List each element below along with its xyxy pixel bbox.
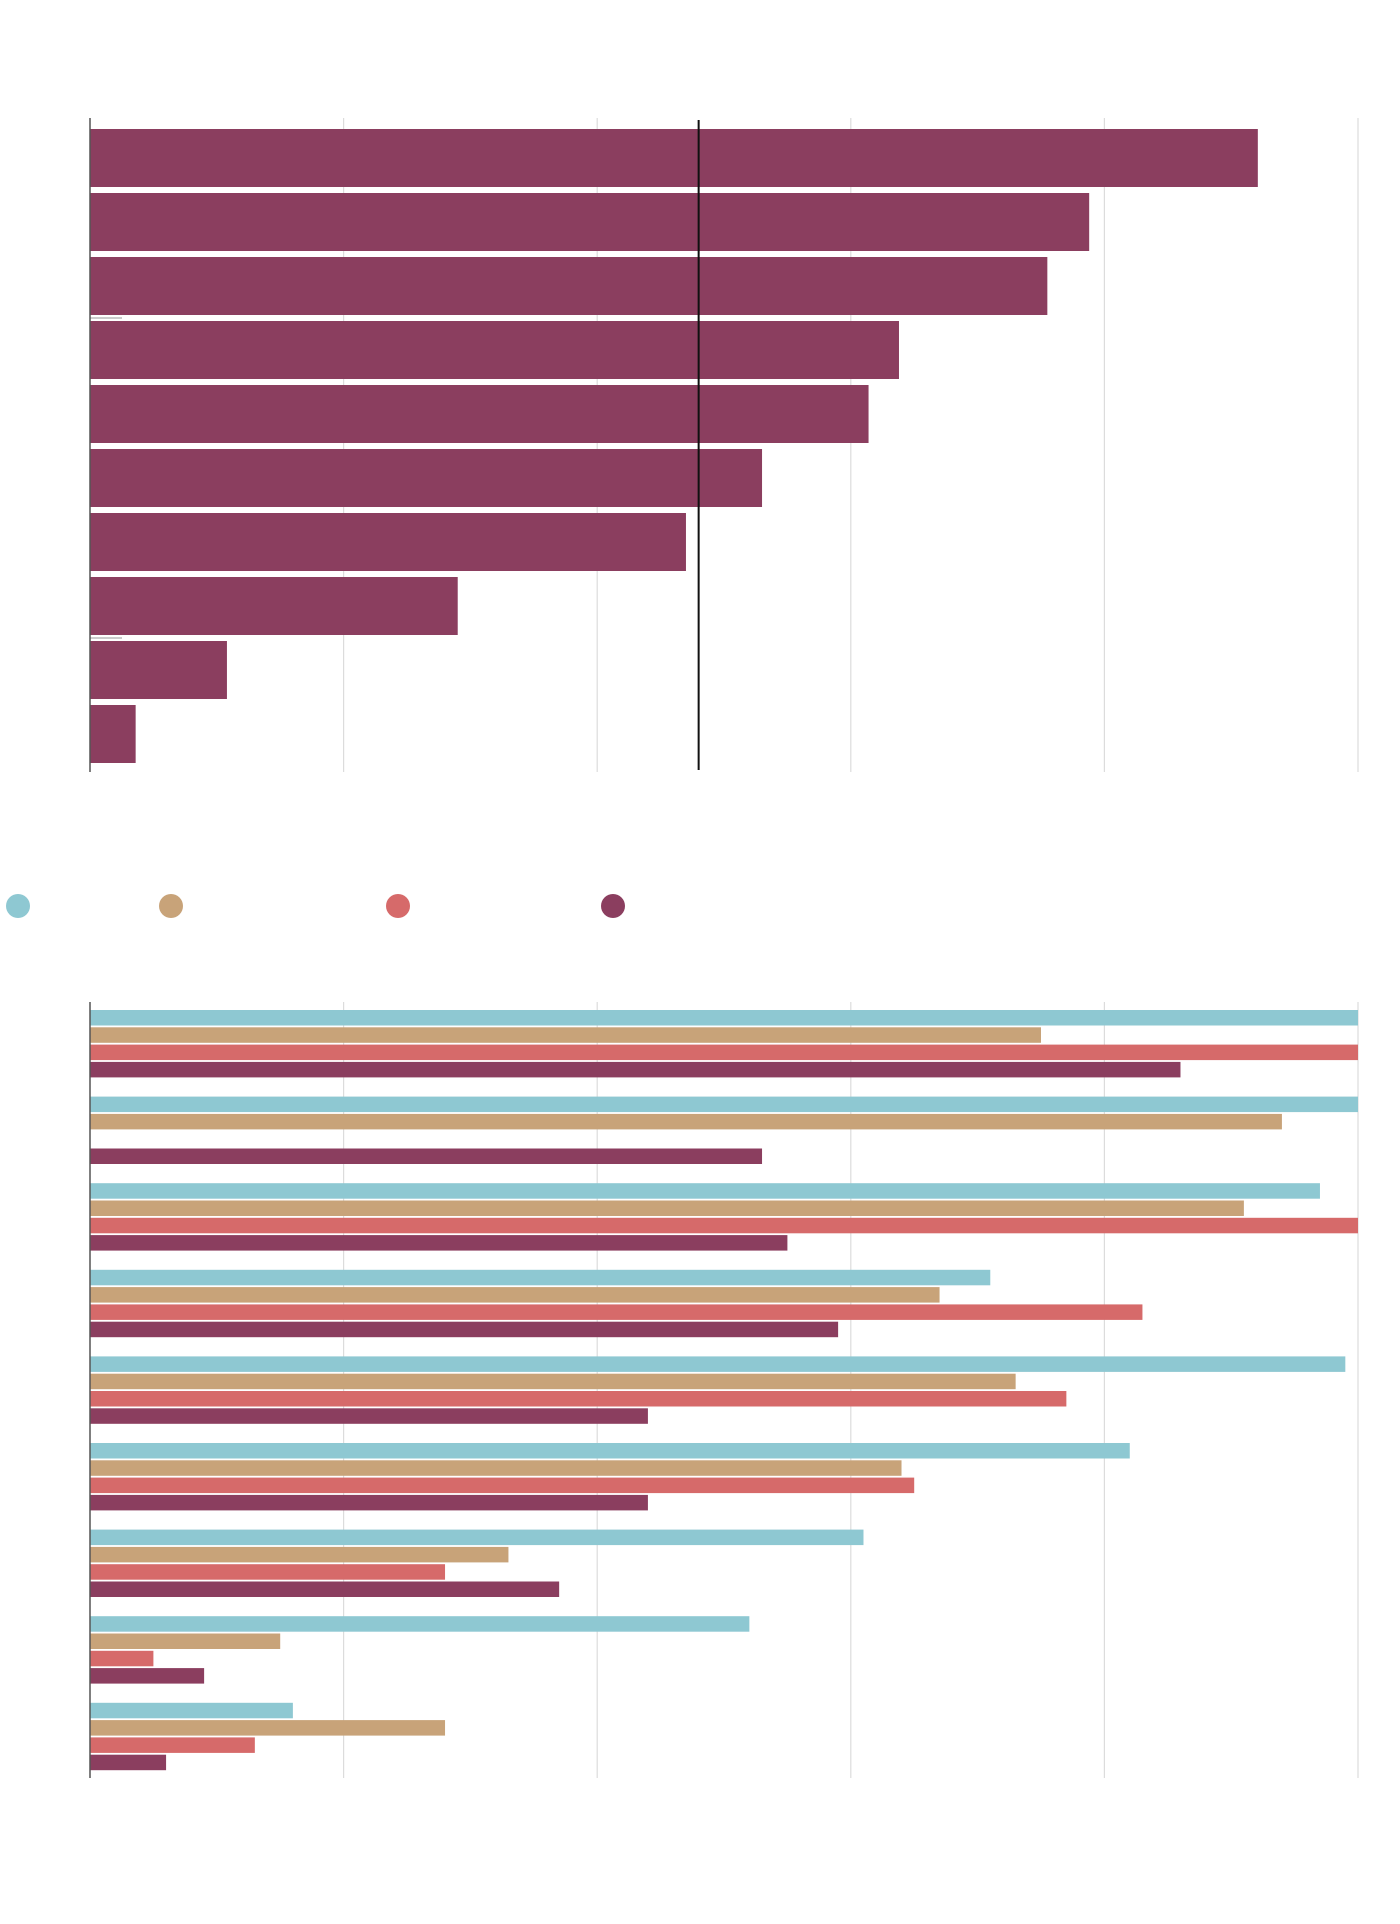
bottom-bar <box>90 1096 1358 1113</box>
bottom-bar <box>90 1027 1041 1043</box>
bottom-bar <box>90 1200 1244 1216</box>
bottom-bar <box>90 1391 1067 1407</box>
top-bar <box>90 705 136 763</box>
bottom-bar <box>90 1287 940 1303</box>
legend-swatch <box>601 894 625 918</box>
bottom-grouped-bar-chart <box>89 1002 1359 1778</box>
bottom-bar <box>90 1668 205 1684</box>
bottom-bar <box>90 1546 509 1563</box>
bottom-bar <box>90 1720 446 1736</box>
bottom-bar <box>90 1633 281 1649</box>
bottom-bar <box>90 1564 446 1580</box>
bottom-bar <box>90 1443 1130 1459</box>
top-bar-chart <box>89 118 1359 772</box>
top-bar <box>90 513 686 571</box>
top-bar <box>90 641 227 699</box>
bottom-bar <box>90 1235 788 1251</box>
bottom-bar <box>90 1304 1143 1320</box>
bottom-bar <box>90 1529 864 1546</box>
bottom-bar <box>90 1650 154 1667</box>
bottom-bar <box>90 1581 560 1597</box>
legend-swatch <box>386 894 410 918</box>
legend <box>6 894 625 918</box>
bottom-bar <box>90 1408 648 1424</box>
top-bar <box>90 193 1090 251</box>
bottom-bar <box>90 1616 750 1632</box>
bottom-bar <box>90 1183 1320 1199</box>
top-bar <box>90 321 899 379</box>
bottom-bar <box>90 1148 763 1164</box>
bottom-bar <box>90 1044 1358 1061</box>
top-bar <box>90 257 1048 315</box>
legend-swatch <box>6 894 30 918</box>
bottom-bar <box>90 1460 902 1476</box>
bottom-bar <box>90 1356 1346 1372</box>
bottom-bar <box>90 1477 915 1494</box>
bottom-bar <box>90 1737 255 1753</box>
bottom-bar <box>90 1269 991 1286</box>
top-bar <box>90 385 869 443</box>
top-bar <box>90 129 1258 187</box>
bottom-bar <box>90 1010 1358 1026</box>
bottom-bar <box>90 1321 839 1338</box>
bottom-bar <box>90 1702 293 1719</box>
top-bar <box>90 449 763 507</box>
bottom-bar <box>90 1061 1181 1078</box>
bottom-bar <box>90 1373 1016 1390</box>
bottom-bar <box>90 1494 648 1511</box>
bottom-bar <box>90 1113 1282 1130</box>
legend-swatch <box>159 894 183 918</box>
bottom-bar <box>90 1217 1358 1234</box>
bottom-bar <box>90 1754 167 1771</box>
top-bar <box>90 577 458 635</box>
